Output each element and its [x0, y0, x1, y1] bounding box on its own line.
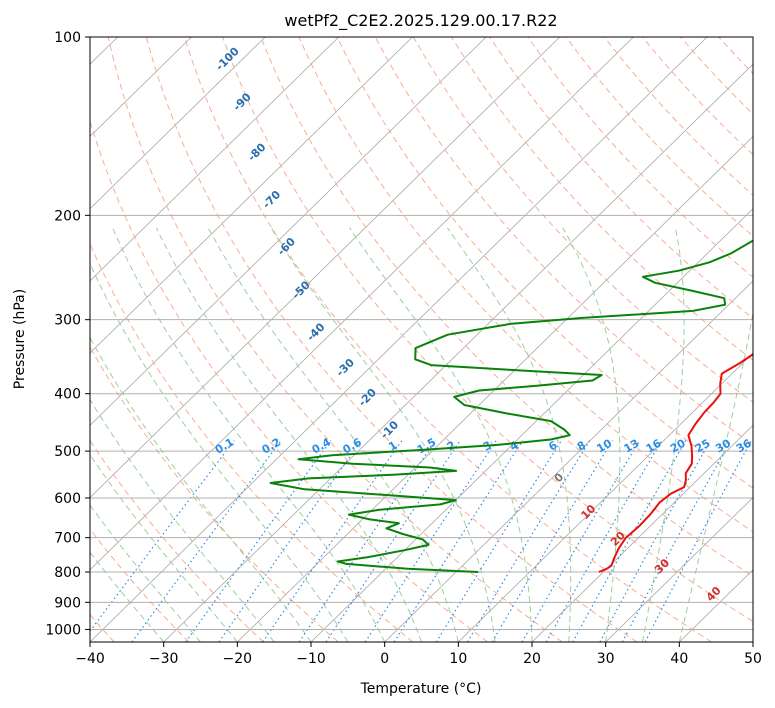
dry-adiabat-line: [260, 37, 753, 577]
dry-adiabat-line: [222, 37, 753, 623]
dry-adiabat-line: [298, 37, 753, 533]
dry-adiabat-line: [107, 37, 563, 642]
y-tick-label: 600: [54, 491, 81, 507]
dry-adiabat-line: [374, 37, 753, 446]
dry-adiabat-line: [757, 37, 775, 642]
isotherm-line: [90, 37, 487, 426]
x-tick-label: 10: [449, 651, 467, 667]
isotherm-line: [237, 135, 753, 642]
x-axis-label: Temperature (°C): [360, 681, 482, 697]
x-tick-label: −30: [149, 651, 179, 667]
mixing-ratio-line: [644, 440, 752, 642]
isotherm-line: [163, 63, 753, 642]
dry-adiabat-line: [412, 37, 753, 403]
mixing-ratio-line: [545, 440, 663, 642]
pressure-gridlines: [90, 37, 753, 630]
temperature-trace: [598, 353, 753, 573]
dry-adiabat-line: [183, 37, 712, 642]
moist-adiabat-line: [155, 227, 422, 642]
x-tick-label: −10: [296, 651, 326, 667]
mixing-ratio-line: [572, 440, 687, 642]
y-tick-label: 100: [54, 30, 81, 46]
y-tick-label: 800: [54, 565, 81, 581]
moist-adiabat-line: [112, 227, 386, 642]
mixing-ratio-line: [90, 440, 235, 633]
dry-adiabat-line: [90, 439, 264, 642]
x-tick-label: 50: [744, 651, 762, 667]
isotherm-line: [90, 37, 266, 210]
isotherm-line: [310, 208, 753, 642]
mixing-ratio-line: [218, 440, 362, 642]
isotherm-line: [90, 37, 708, 642]
y-axis-label: Pressure (hPa): [12, 289, 28, 389]
isotherm-line: [531, 424, 753, 642]
chart-title: wetPf2_C2E2.2025.129.00.17.R22: [284, 11, 557, 31]
mixing-ratio-line: [364, 440, 497, 642]
dry-adiabat-line: [489, 37, 753, 320]
mixing-ratio-label: 36: [734, 436, 754, 455]
moist-adiabat-line: [207, 227, 459, 642]
moist-adiabat-line: [349, 227, 533, 642]
isotherm-line: [605, 496, 753, 642]
y-tick-label: 300: [54, 313, 81, 329]
x-tick-label: −20: [223, 651, 253, 667]
y-tick-label: 200: [54, 208, 81, 224]
moist-adiabat-line: [90, 262, 349, 642]
isotherm-line: [752, 641, 753, 642]
plot-area: [90, 37, 753, 642]
y-tick-label: 700: [54, 531, 81, 547]
isotherm-line: [90, 37, 413, 354]
moist-adiabat-line: [446, 227, 572, 642]
x-tick-label: 40: [670, 651, 688, 667]
x-tick-label: 20: [523, 651, 541, 667]
isotherm-line: [90, 37, 340, 282]
mixing-ratio-line: [491, 440, 613, 642]
mixing-ratio-line: [521, 440, 641, 642]
dry-adiabat-line: [451, 37, 753, 361]
moist-adiabat-line: [562, 227, 621, 642]
mixing-ratio-line: [325, 440, 461, 642]
mixing-ratio-line: [466, 440, 591, 642]
dry-adiabat-line: [145, 37, 638, 642]
x-tick-label: 30: [597, 651, 615, 667]
x-tick-label: 0: [380, 651, 389, 667]
plot-frame: [89, 36, 754, 643]
isotherm-line: [458, 352, 753, 642]
mixing-ratio-line: [435, 440, 562, 642]
sounding-traces: [269, 239, 753, 573]
y-tick-label: 900: [54, 595, 81, 611]
y-tick-label: 400: [54, 387, 81, 403]
dewpoint-trace: [269, 239, 753, 573]
mixing-ratio-line: [621, 440, 732, 642]
moist-adiabat-line: [642, 227, 685, 642]
dry-adiabat-line: [336, 37, 753, 489]
y-axis-ticks: 100 200 300 400 500 600 700 800 900 1000: [45, 30, 90, 638]
moist-adiabat-line: [90, 336, 312, 642]
dry-adiabat-line: [90, 242, 414, 642]
isotherm-line: [90, 37, 634, 571]
y-tick-label: 1000: [45, 622, 81, 638]
dry-adiabat-line: [90, 119, 488, 642]
isotherm-line: [90, 37, 561, 499]
x-tick-label: −40: [75, 651, 105, 667]
mixing-ratio-line: [185, 440, 332, 642]
x-axis-ticks: −40 −30 −20 −10 0 10 20 30 40 50: [75, 642, 762, 667]
y-tick-label: 500: [54, 444, 81, 460]
isotherm-line: [384, 280, 753, 642]
